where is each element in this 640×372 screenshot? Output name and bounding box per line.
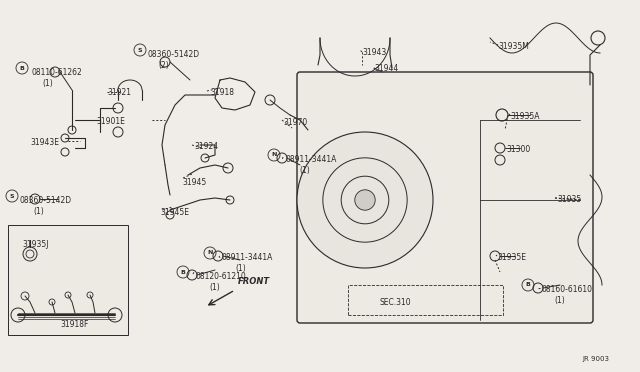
Text: 31918F: 31918F	[60, 320, 88, 329]
Text: S: S	[138, 48, 142, 52]
Text: N: N	[271, 153, 276, 157]
Circle shape	[297, 132, 433, 268]
Text: 08360-5142D: 08360-5142D	[148, 50, 200, 59]
FancyBboxPatch shape	[297, 72, 593, 323]
Circle shape	[355, 190, 375, 210]
Text: 31945E: 31945E	[160, 208, 189, 217]
Text: 31944: 31944	[374, 64, 398, 73]
Text: (1): (1)	[299, 166, 310, 175]
Bar	[8, 225, 128, 335]
Bar	[348, 285, 503, 315]
Text: JR 9003: JR 9003	[582, 356, 609, 362]
Text: 08160-61610: 08160-61610	[541, 285, 592, 294]
Text: B: B	[180, 269, 186, 275]
Text: 31300: 31300	[506, 145, 531, 154]
Circle shape	[23, 247, 37, 261]
Text: 31935: 31935	[557, 195, 581, 204]
Text: 31901E: 31901E	[96, 117, 125, 126]
Text: 31935M: 31935M	[498, 42, 529, 51]
Text: FRONT: FRONT	[238, 277, 270, 286]
Text: (1): (1)	[235, 264, 246, 273]
Text: B: B	[525, 282, 531, 288]
Text: 31924: 31924	[194, 142, 218, 151]
Text: 31943: 31943	[362, 48, 387, 57]
Text: 31935J: 31935J	[22, 240, 49, 249]
Text: B: B	[20, 65, 24, 71]
Text: 31945: 31945	[182, 178, 206, 187]
Text: 31918: 31918	[210, 88, 234, 97]
Text: 08360-5142D: 08360-5142D	[20, 196, 72, 205]
Text: S: S	[10, 193, 14, 199]
Text: 08911-3441A: 08911-3441A	[222, 253, 273, 262]
Text: (1): (1)	[33, 207, 44, 216]
Text: 31970: 31970	[283, 118, 307, 127]
Text: 31935A: 31935A	[510, 112, 540, 121]
Text: N: N	[207, 250, 212, 256]
Text: (2): (2)	[158, 61, 169, 70]
Text: (1): (1)	[209, 283, 220, 292]
Text: 31943E: 31943E	[30, 138, 59, 147]
Text: (1): (1)	[554, 296, 564, 305]
Text: 08911-3441A: 08911-3441A	[286, 155, 337, 164]
Text: 31921: 31921	[107, 88, 131, 97]
Text: (1): (1)	[42, 79, 52, 88]
Text: 08110-61262: 08110-61262	[32, 68, 83, 77]
Text: SEC.310: SEC.310	[380, 298, 412, 307]
Text: 08120-61210: 08120-61210	[196, 272, 247, 281]
Text: 31935E: 31935E	[497, 253, 526, 262]
